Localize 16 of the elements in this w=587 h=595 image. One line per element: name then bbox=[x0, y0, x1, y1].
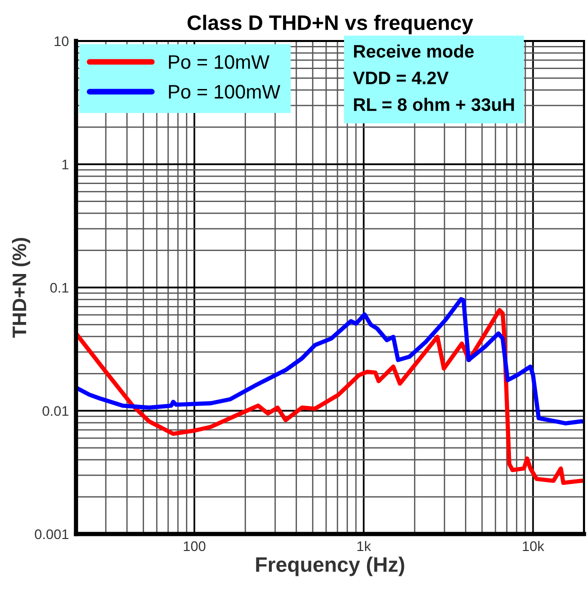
legend-label: Po = 100mW bbox=[168, 84, 280, 99]
y-tick-label: 1 bbox=[62, 160, 68, 170]
annotation: Receive mode bbox=[354, 44, 474, 58]
x-axis-title: Frequency (Hz) bbox=[256, 556, 404, 576]
y-tick-label: 0.01 bbox=[42, 406, 68, 416]
y-tick-label: 0.1 bbox=[50, 282, 68, 293]
x-tick-label: 1k bbox=[357, 540, 372, 552]
x-tick-label: 10k bbox=[522, 540, 544, 552]
y-tick-label: 10 bbox=[54, 36, 69, 46]
y-axis-title: THD+N (%) bbox=[12, 238, 30, 338]
annotation: VDD = 4.2V bbox=[352, 72, 449, 84]
chart-title: Class D THD+N vs frequency bbox=[188, 14, 474, 34]
x-tick-label: 100 bbox=[184, 541, 206, 552]
legend-label: Po = 10mW bbox=[168, 55, 270, 69]
annotation: RL = 8 ohm + 33uH bbox=[354, 98, 514, 112]
y-tick-label: 0.001 bbox=[34, 529, 68, 540]
